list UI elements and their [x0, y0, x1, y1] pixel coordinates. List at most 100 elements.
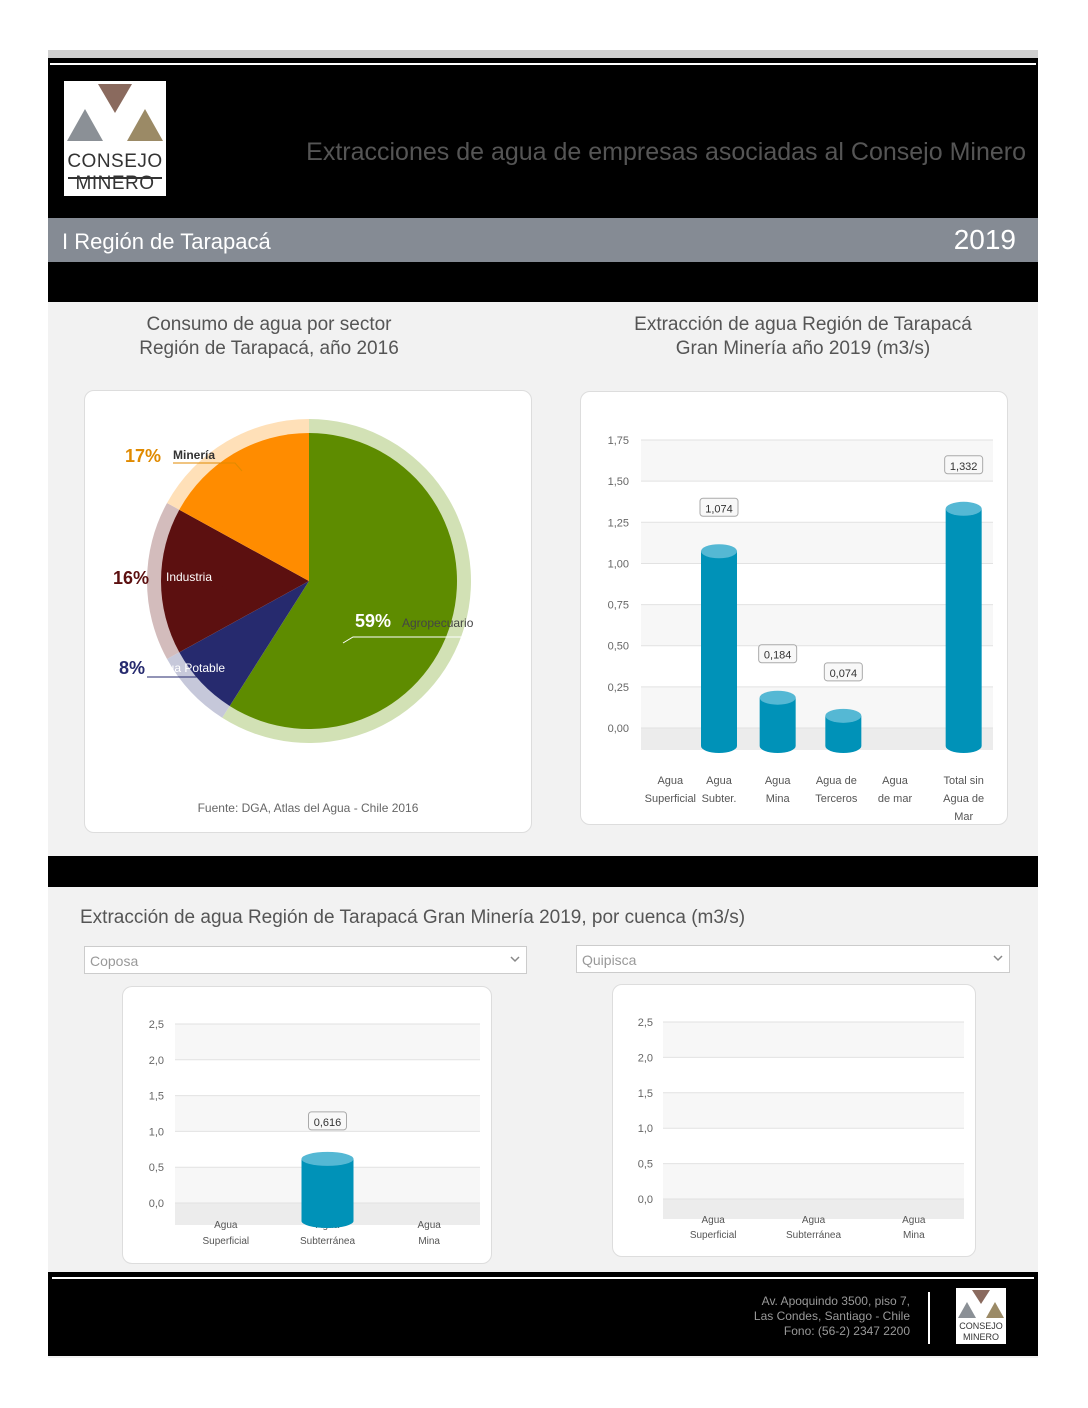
plot-floor — [641, 728, 993, 750]
pie-slice[interactable] — [179, 581, 309, 706]
bar-chart-basin-left: 0,0 0,5 1,0 1,5 2,0 2,5 Agua Superficial Agua Sub… — [149, 1019, 480, 1247]
y-tick-label: 1,25 — [608, 517, 629, 529]
x-tick-label: Terceros — [815, 793, 858, 805]
x-tick-label: Superficial — [202, 1236, 249, 1247]
data-label-box — [758, 644, 798, 664]
pie-chart-source: Fuente: DGA, Atlas del Agua - Chile 2016 — [197, 801, 419, 815]
basin-select-right-value: Quipisca — [582, 952, 637, 968]
bar-title-line1: Extracción de agua Región de Tarapacá — [634, 314, 972, 335]
x-tick-label: Agua de — [816, 775, 857, 787]
grid-band — [641, 440, 993, 482]
data-label: 0,616 — [314, 1117, 342, 1129]
y-tick-label: 2,0 — [149, 1055, 164, 1067]
bar[interactable] — [701, 551, 737, 753]
region-name: I Región de Tarapacá — [62, 229, 271, 254]
y-tick-label: 0,5 — [149, 1162, 164, 1174]
header-rule — [50, 63, 1036, 65]
footer-address-line1: Av. Apoquindo 3500, piso 7, — [761, 1294, 910, 1308]
pie-slice-label: Agropecuario — [402, 616, 474, 630]
y-tick-label: 1,00 — [608, 558, 629, 570]
bar[interactable] — [759, 697, 796, 753]
pie-slice-percent: 17% — [125, 446, 161, 466]
x-tick-label: Mina — [766, 793, 791, 805]
bar-chart-title: Extracción de agua Región de Tarapacá Gr… — [600, 313, 1006, 361]
grid-band — [641, 522, 993, 564]
top-strip — [48, 50, 1038, 58]
x-tick-label: Superficial — [690, 1230, 737, 1241]
bar[interactable] — [825, 715, 862, 753]
footer-logo: CONSEJO MINERO — [956, 1288, 1006, 1344]
pie-title-line1: Consumo de agua por sector — [146, 314, 392, 335]
y-tick-label: 0,0 — [149, 1198, 164, 1210]
bar-top — [945, 501, 982, 516]
x-tick-label: Agua — [657, 775, 684, 787]
pie-slice-percent: 16% — [113, 568, 149, 588]
x-tick-label: Mar — [954, 811, 973, 823]
grid-band — [663, 1163, 964, 1199]
region-bar: I Región de Tarapacá 2019 — [48, 218, 1038, 262]
x-tick-label: Agua de — [943, 793, 984, 805]
pie-slice-label: Agua Potable — [153, 661, 225, 675]
x-tick-label: Agua — [802, 1215, 826, 1226]
section-divider-band-2 — [48, 856, 1038, 887]
data-label: 0,184 — [764, 650, 792, 662]
basin-section-title: Extracción de agua Región de Tarapacá Gr… — [80, 907, 746, 928]
pie-slice-percent: 8% — [119, 658, 145, 678]
logo-divider — [68, 177, 162, 179]
bar-top — [825, 708, 862, 723]
pie-label-leader — [342, 636, 487, 644]
section-divider-band — [48, 262, 1038, 302]
data-label-box — [699, 497, 739, 517]
bar-top — [701, 544, 737, 559]
pie-title-line2: Región de Tarapacá, año 2016 — [139, 338, 399, 359]
bar-chart-card: 0,00 0,25 0,50 0,75 1,00 1,25 1,50 1,75 Agua Supe… — [580, 391, 1008, 825]
bar[interactable] — [945, 508, 982, 753]
consejo-minero-logo: CONSEJO MINERO — [64, 81, 166, 196]
x-tick-label: Mina — [903, 1230, 925, 1241]
footer-address-line2: Las Condes, Santiago - Chile — [753, 1309, 910, 1323]
x-tick-label: Total sin — [943, 775, 983, 787]
y-tick-label: 1,5 — [149, 1091, 164, 1103]
x-tick-label: Mina — [418, 1236, 440, 1247]
page-title: Extracciones de agua de empresas asociad… — [306, 138, 1026, 166]
bar-title-line2: Gran Minería año 2019 (m3/s) — [675, 338, 931, 359]
data-label: 1,074 — [705, 503, 733, 515]
grid-band — [663, 1092, 964, 1129]
x-tick-label: Superficial — [645, 793, 696, 805]
y-tick-label: 1,0 — [149, 1126, 164, 1138]
x-tick-label: Agua — [417, 1220, 441, 1231]
bar-top — [301, 1151, 354, 1166]
grid-band — [175, 1024, 480, 1060]
bar[interactable] — [301, 1158, 354, 1228]
basin-select-left[interactable]: Coposa — [84, 946, 527, 974]
pie-label-leader — [173, 462, 243, 472]
pie-label-leader — [165, 584, 229, 592]
logo-text-minero: MINERO — [75, 173, 155, 194]
bar-chart-extraction: 0,00 0,25 0,50 0,75 1,00 1,25 1,50 1,75 Agua Supe… — [608, 435, 993, 823]
bar-top — [759, 690, 796, 705]
x-tick-label: Agua — [214, 1220, 238, 1231]
pie-chart-title: Consumo de agua por sector Región de Tar… — [84, 313, 454, 361]
y-tick-label: 0,25 — [608, 682, 629, 694]
x-tick-label: Subterránea — [786, 1230, 841, 1241]
pie-chart-card: 59% Agropecuario 8% Agua Potable 16% Industri… — [84, 390, 532, 833]
x-tick-label: Agua — [765, 775, 792, 787]
x-tick-label: Agua — [902, 1215, 926, 1226]
data-label: 1,332 — [950, 461, 978, 473]
pie-slice[interactable] — [229, 433, 457, 729]
footer-logo-triangles-icon — [958, 1290, 1004, 1318]
pie-slice[interactable] — [161, 509, 309, 653]
pie-slice[interactable] — [179, 433, 309, 581]
y-tick-label: 0,75 — [608, 600, 629, 612]
x-tick-label: Agua — [882, 775, 909, 787]
grid-band — [641, 686, 993, 728]
plot-floor — [663, 1199, 964, 1219]
footer-logo-text-consejo: CONSEJO — [959, 1321, 1003, 1331]
grid-band — [641, 604, 993, 646]
x-tick-label: Agua — [701, 1215, 725, 1226]
pie-slice-percent: 59% — [355, 611, 391, 631]
x-tick-label: de mar — [878, 793, 913, 805]
basin-chart-card-left: 0,0 0,5 1,0 1,5 2,0 2,5 Agua Superficial Agua Sub… — [122, 986, 492, 1264]
basin-select-right[interactable]: Quipisca — [576, 945, 1010, 973]
y-tick-label: 0,00 — [608, 723, 629, 735]
